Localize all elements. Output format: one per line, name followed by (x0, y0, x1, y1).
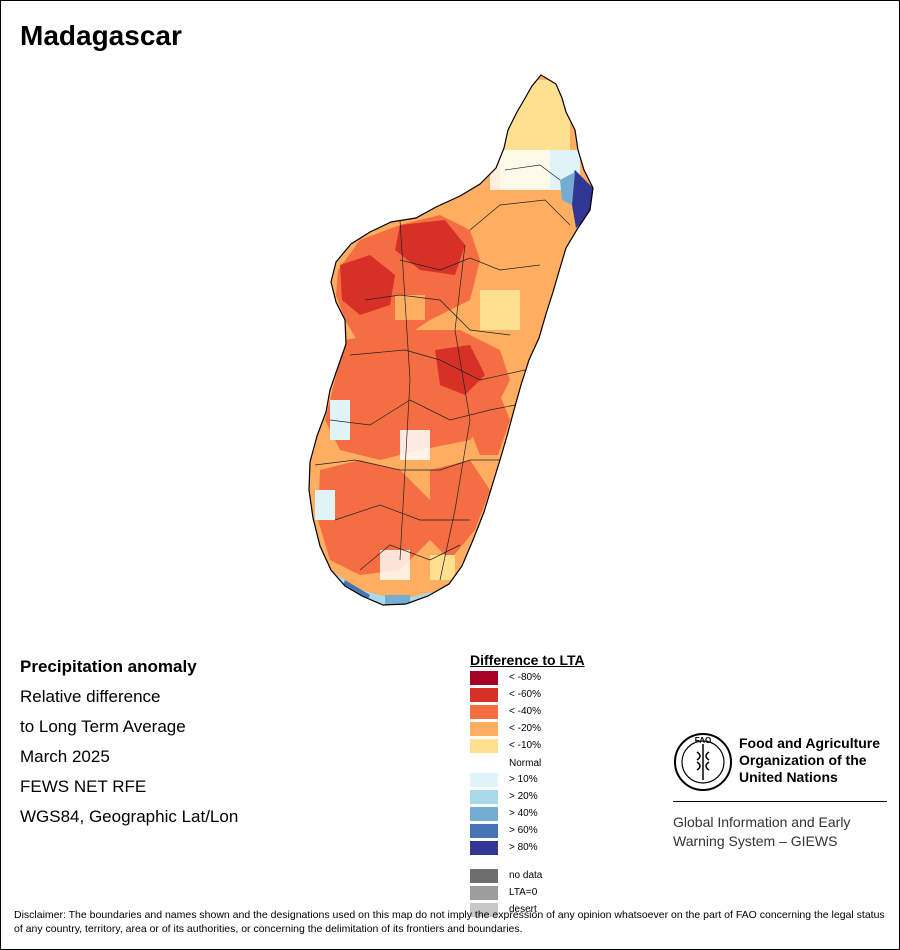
info-source: FEWS NET RFE (20, 777, 147, 796)
legend-title: Difference to LTA (470, 652, 585, 668)
madagascar-anomaly-map (308, 74, 594, 606)
legend-swatch (470, 903, 498, 917)
fao-name-line3: United Nations (739, 769, 838, 785)
legend-label: < -80% (509, 672, 541, 683)
giews-line2: Warning System – GIEWS (673, 833, 838, 849)
legend-label: < -60% (509, 689, 541, 700)
legend-label: > 80% (509, 842, 538, 853)
legend-swatch (470, 824, 498, 838)
info-line1: Relative difference (20, 687, 161, 706)
legend-label: > 20% (509, 791, 538, 802)
legend-label: > 10% (509, 774, 538, 785)
svg-text:FAO: FAO (695, 736, 711, 745)
legend-swatch (470, 790, 498, 804)
info-period: March 2025 (20, 747, 110, 766)
info-projection: WGS84, Geographic Lat/Lon (20, 807, 239, 826)
fao-name: Food and Agriculture Organization of the… (739, 735, 880, 786)
fao-divider (673, 801, 887, 802)
legend-swatch (470, 886, 498, 900)
map-title: Madagascar (20, 20, 182, 51)
legend-label: < -20% (509, 723, 541, 734)
legend-swatch (470, 705, 498, 719)
legend-swatch (470, 869, 498, 883)
legend-swatch (470, 722, 498, 736)
info-line2: to Long Term Average (20, 717, 186, 736)
legend-swatch (470, 688, 498, 702)
region-boundaries (314, 164, 571, 581)
legend-label: no data (509, 870, 543, 881)
legend-swatch (470, 807, 498, 821)
legend-label: < -10% (509, 740, 541, 751)
island-coastline (308, 74, 594, 606)
giews-name: Global Information and Early Warning Sys… (673, 813, 850, 851)
info-heading: Precipitation anomaly (20, 657, 197, 676)
legend-swatch (470, 773, 498, 787)
anomaly-raster (309, 75, 593, 605)
legend-label: < -40% (509, 706, 541, 717)
fao-name-line1: Food and Agriculture (739, 735, 881, 751)
legend-normal-label: Normal (509, 758, 542, 769)
legend-swatch (470, 671, 498, 685)
legend-label: desert (509, 904, 537, 915)
legend-label: > 40% (509, 808, 538, 819)
legend-swatch (470, 739, 498, 753)
legend-swatch (470, 841, 498, 855)
legend-label: LTA=0 (509, 887, 538, 898)
disclaimer: Disclaimer: The boundaries and names sho… (14, 909, 885, 935)
legend-label: > 60% (509, 825, 538, 836)
fao-logo: FAO (674, 733, 732, 791)
giews-line1: Global Information and Early (673, 814, 851, 830)
fao-name-line2: Organization of the (739, 752, 867, 768)
